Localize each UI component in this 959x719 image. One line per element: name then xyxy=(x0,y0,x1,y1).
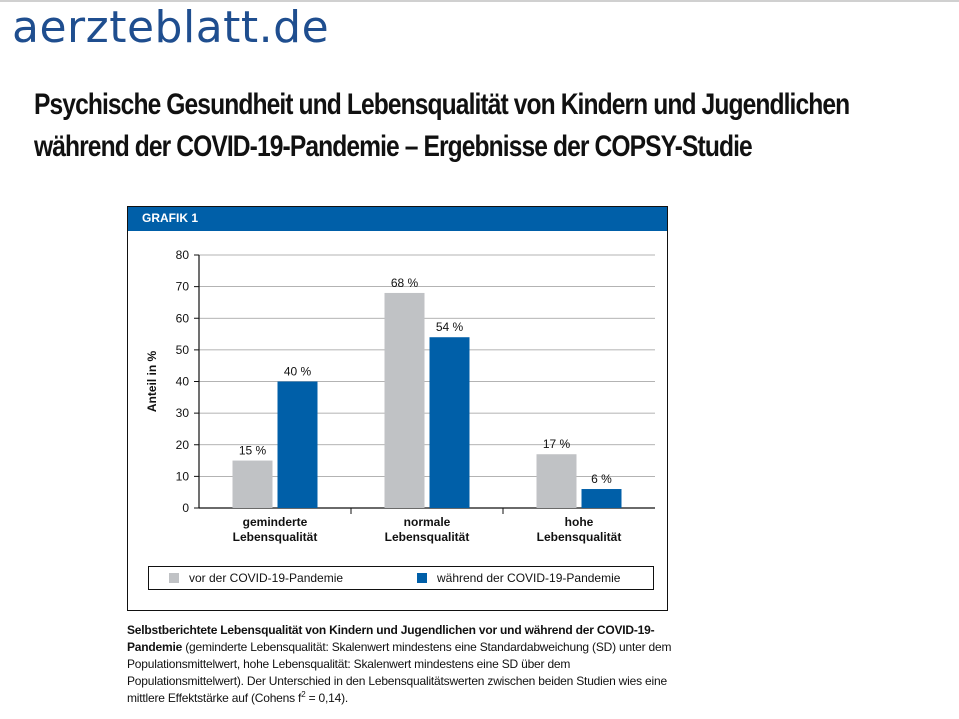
caption-bold: Selbstberichtete Lebensqualität von Kind… xyxy=(127,623,655,654)
y-tick-label: 30 xyxy=(176,406,190,420)
y-tick-label: 80 xyxy=(176,248,190,262)
y-axis-label: Anteil in % xyxy=(145,351,159,413)
bar-during xyxy=(581,489,622,508)
bar-value-label: 54 % xyxy=(436,320,464,334)
legend-label-before: vor der COVID-19-Pandemie xyxy=(189,571,344,585)
y-tick-label: 50 xyxy=(176,343,190,357)
x-category-label: Lebensqualität xyxy=(385,530,470,544)
bar-value-label: 68 % xyxy=(391,276,419,290)
bar-during xyxy=(277,381,318,508)
y-tick-label: 60 xyxy=(176,311,190,325)
bar-before xyxy=(232,460,273,508)
legend-label-during: während der COVID-19-Pandemie xyxy=(437,571,621,585)
legend-item-during: während der COVID-19-Pandemie xyxy=(417,571,620,585)
x-category-label: Lebensqualität xyxy=(537,530,622,544)
bar-during xyxy=(429,337,470,508)
chart-legend: vor der COVID-19-Pandemie während der CO… xyxy=(148,566,654,590)
x-category-label: Lebensqualität xyxy=(233,530,318,544)
y-tick-label: 0 xyxy=(182,501,189,515)
figure-caption: Selbstberichtete Lebensqualität von Kind… xyxy=(127,622,687,707)
legend-swatch-during xyxy=(417,573,427,583)
site-logo[interactable]: aerzteblatt.de xyxy=(12,2,330,53)
caption-text: (geminderte Lebensqualität: Skalenwert m… xyxy=(127,640,672,705)
bar-before xyxy=(536,454,577,508)
caption-text-end: = 0,14). xyxy=(305,691,349,705)
x-category-label: normale xyxy=(404,515,451,529)
legend-swatch-before xyxy=(169,573,179,583)
top-divider xyxy=(0,0,959,2)
bar-value-label: 40 % xyxy=(284,365,312,379)
x-category-label: hohe xyxy=(565,515,594,529)
figure-box: GRAFIK 1 0 10 20 30 40 50 60 70 80 Anteil in % 15 … xyxy=(127,206,668,611)
bar-value-label: 17 % xyxy=(543,437,571,451)
x-category-label: geminderte xyxy=(243,515,308,529)
y-tick-label: 70 xyxy=(176,280,190,294)
bar-chart: 0 10 20 30 40 50 60 70 80 Anteil in % 15 % 40 % gemi… xyxy=(145,248,655,544)
caption-superscript: 2 xyxy=(301,690,306,699)
bar-value-label: 6 % xyxy=(591,472,612,486)
article-headline: Psychische Gesundheit und Lebensqualität… xyxy=(34,88,850,163)
y-tick-label: 10 xyxy=(176,469,190,483)
bar-before xyxy=(384,292,425,508)
figure-label: GRAFIK 1 xyxy=(142,211,199,225)
bar-value-label: 15 % xyxy=(239,444,267,458)
figure-header-bar: GRAFIK 1 xyxy=(128,207,667,231)
y-tick-label: 40 xyxy=(176,375,190,389)
y-tick-label: 20 xyxy=(176,438,190,452)
legend-item-before: vor der COVID-19-Pandemie xyxy=(169,571,343,585)
